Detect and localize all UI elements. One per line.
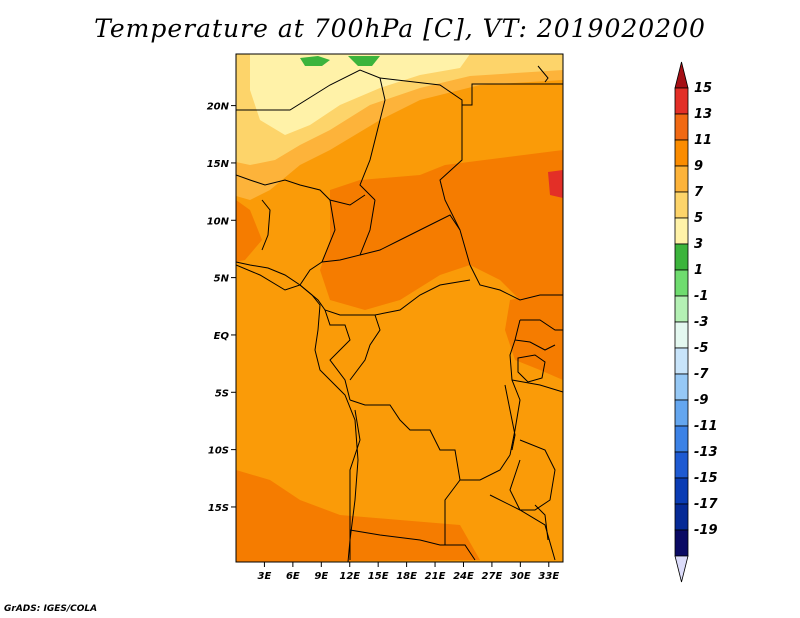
lat-tick-label: 5S bbox=[215, 388, 229, 399]
lat-tick-label: 5N bbox=[214, 274, 230, 285]
field-band-13to15-patch bbox=[548, 170, 563, 198]
colorbar-label: -1 bbox=[694, 289, 708, 304]
field-band-11to13-north bbox=[320, 150, 563, 310]
border-line bbox=[514, 339, 556, 351]
colorbar-label: -5 bbox=[694, 341, 708, 356]
colorbar-cell bbox=[674, 347, 689, 375]
colorbar-label: -13 bbox=[694, 445, 718, 460]
lon-tick-label: 24E bbox=[453, 571, 474, 582]
border-line bbox=[324, 309, 351, 401]
lat-tick-label: 20N bbox=[207, 102, 230, 113]
colorbar-label: -11 bbox=[694, 419, 718, 434]
colorbar: 15 13 11 9 7 5 3 1 -1 -3 -5 -7 -9 -11 -13 -15 -17 -19 bbox=[674, 61, 718, 583]
colorbar-label: -3 bbox=[694, 315, 708, 330]
field-band-11to13-southwest bbox=[236, 470, 480, 562]
colorbar-label: 7 bbox=[694, 185, 704, 200]
colorbar-cell bbox=[674, 503, 689, 531]
border-line bbox=[537, 65, 549, 83]
colorbar-cell bbox=[674, 373, 689, 401]
border-line bbox=[236, 174, 366, 206]
lake-victoria bbox=[517, 354, 546, 383]
credit-text: GrADS: IGES/COLA bbox=[4, 604, 98, 614]
colorbar-label: 11 bbox=[694, 133, 712, 148]
border-line bbox=[462, 83, 563, 106]
lon-tick-label: 18E bbox=[396, 571, 417, 582]
lake-malawi bbox=[534, 504, 549, 541]
colorbar-cell bbox=[674, 191, 689, 219]
border-line bbox=[349, 399, 511, 481]
field-band-11to13-west bbox=[236, 200, 262, 262]
lon-tick-label: 33E bbox=[538, 571, 559, 582]
colorbar-cell bbox=[674, 529, 689, 557]
border-line bbox=[511, 379, 563, 393]
border-line bbox=[444, 479, 461, 545]
colorbar-label: -9 bbox=[694, 393, 708, 408]
colorbar-cell bbox=[674, 269, 689, 297]
colorbar-cell bbox=[674, 113, 689, 141]
temperature-field bbox=[236, 54, 563, 562]
border-line bbox=[489, 494, 556, 561]
colorbar-top-arrow bbox=[674, 61, 689, 89]
chart-title: Temperature at 700hPa [C], VT: 201902020… bbox=[94, 14, 706, 43]
border-line bbox=[349, 314, 381, 381]
lon-tick-label: 6E bbox=[286, 571, 300, 582]
lat-tick-label: 10S bbox=[208, 446, 229, 457]
colorbar-cell bbox=[674, 87, 689, 115]
border-line bbox=[321, 199, 336, 263]
colorbar-label: 13 bbox=[694, 107, 712, 122]
colorbar-cell bbox=[674, 139, 689, 167]
colorbar-label: 5 bbox=[694, 211, 703, 226]
colorbar-label: -17 bbox=[694, 497, 718, 512]
latitude-axis: 20N 15N 10N 5N EQ 5S 10S 15S bbox=[207, 102, 236, 514]
lat-tick-label: EQ bbox=[214, 331, 230, 342]
colorbar-cell bbox=[674, 399, 689, 427]
field-band-3to5 bbox=[250, 54, 470, 135]
colorbar-cell bbox=[674, 165, 689, 193]
lon-tick-label: 12E bbox=[339, 571, 360, 582]
colorbar-cell bbox=[674, 451, 689, 479]
border-line bbox=[469, 264, 563, 301]
lon-tick-label: 3E bbox=[258, 571, 272, 582]
border-line bbox=[359, 214, 461, 256]
lon-tick-label: 9E bbox=[314, 571, 328, 582]
lon-tick-label: 21E bbox=[425, 571, 446, 582]
colorbar-label: -7 bbox=[694, 367, 709, 382]
border-line bbox=[520, 319, 563, 331]
country-borders bbox=[236, 65, 563, 562]
border-line bbox=[349, 529, 476, 561]
border-line bbox=[236, 69, 386, 201]
colorbar-cell bbox=[674, 321, 689, 349]
colorbar-label: 3 bbox=[694, 237, 703, 252]
field-band-1to3 bbox=[300, 56, 330, 66]
border-line bbox=[509, 439, 556, 511]
colorbar-label: -15 bbox=[694, 471, 718, 486]
map-frame bbox=[235, 53, 564, 563]
lake-tanganyika bbox=[504, 384, 516, 451]
lat-tick-label: 15S bbox=[208, 503, 229, 514]
colorbar-label: -19 bbox=[694, 523, 718, 538]
lat-tick-label: 15N bbox=[207, 159, 230, 170]
colorbar-cell bbox=[674, 295, 689, 323]
border-line bbox=[261, 199, 271, 251]
border-line bbox=[349, 409, 361, 560]
lon-tick-label: 30E bbox=[510, 571, 531, 582]
colorbar-bottom-arrow bbox=[674, 555, 689, 583]
longitude-axis: 3E 6E 9E 12E 15E 18E 21E 24E 27E 30E 33E bbox=[258, 562, 559, 582]
lon-tick-label: 15E bbox=[368, 571, 389, 582]
colorbar-cell bbox=[674, 243, 689, 271]
border-line bbox=[379, 77, 471, 266]
lon-tick-label: 27E bbox=[482, 571, 503, 582]
lat-tick-label: 10N bbox=[207, 216, 230, 227]
colorbar-cell bbox=[674, 425, 689, 453]
coastline bbox=[236, 261, 359, 562]
colorbar-label: 9 bbox=[694, 159, 703, 174]
colorbar-label: 15 bbox=[694, 81, 712, 96]
colorbar-cell bbox=[674, 477, 689, 505]
border-line bbox=[236, 199, 376, 291]
border-line bbox=[299, 279, 471, 316]
colorbar-cell bbox=[674, 217, 689, 245]
field-band-1to3-east bbox=[348, 56, 380, 66]
colorbar-label: 1 bbox=[694, 263, 703, 278]
